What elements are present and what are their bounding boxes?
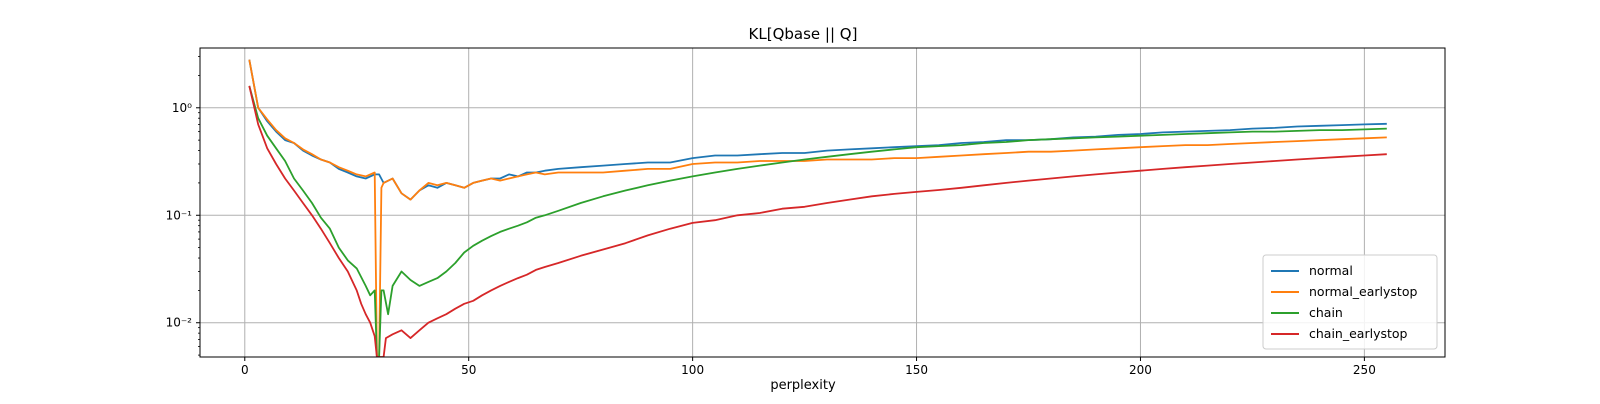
x-tick-label: 200 [1129, 363, 1152, 377]
series-line-chain [248, 85, 1387, 357]
y-tick-label: 10⁻¹ [166, 208, 193, 222]
series-line-chain-earlystop [248, 85, 1387, 357]
x-axis: 0 50 100 150 200 250 [241, 357, 1376, 377]
legend-label: normal_earlystop [1309, 284, 1417, 299]
series-line-normal [248, 59, 1387, 201]
grid [200, 48, 1445, 357]
series-line-normal-earlystop [248, 59, 1387, 357]
x-tick-label: 250 [1353, 363, 1376, 377]
legend-label: normal [1309, 263, 1353, 278]
x-tick-label: 150 [905, 363, 928, 377]
legend-box [1262, 254, 1438, 350]
series-layer [248, 59, 1387, 357]
x-axis-label: perplexity [770, 378, 836, 393]
x-tick-label: 0 [241, 363, 249, 377]
chart-title: KL[Qbase || Q] [749, 25, 858, 43]
legend-label: chain [1309, 305, 1343, 320]
legend-label: chain_earlystop [1309, 326, 1408, 341]
y-tick-label: 10⁻² [166, 316, 193, 330]
x-tick-label: 50 [461, 363, 476, 377]
plot-frame [199, 47, 1446, 358]
y-axis: 10⁻² 10⁻¹ 10⁰ [166, 56, 200, 356]
y-tick-label: 10⁰ [172, 101, 192, 115]
x-tick-label: 100 [681, 363, 704, 377]
